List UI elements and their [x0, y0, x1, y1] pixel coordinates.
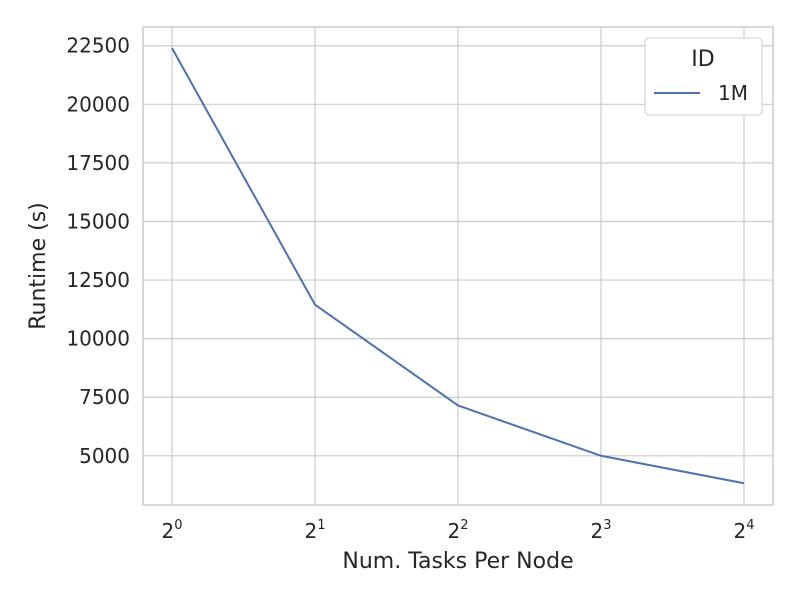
x-tick-label: 22 [447, 518, 468, 543]
y-tick-label: 20000 [66, 92, 130, 116]
x-tick-label: 23 [590, 518, 611, 543]
y-axis-title: Runtime (s) [26, 202, 51, 330]
y-gridlines [143, 45, 773, 457]
x-tick-label: 21 [304, 518, 325, 543]
series-line-1m [171, 47, 745, 485]
legend: ID 1M [644, 37, 763, 116]
y-tick-label: 17500 [66, 151, 130, 175]
y-tick-label: 22500 [66, 34, 130, 58]
x-axis-title: Num. Tasks Per Node [342, 549, 573, 574]
y-tick-label: 7500 [79, 385, 130, 409]
x-tick-labels: 20 21 22 23 24 [161, 518, 754, 543]
x-tick-label: 20 [161, 518, 182, 543]
legend-box [644, 37, 763, 116]
series-layer [171, 47, 745, 485]
y-tick-label: 5000 [79, 444, 130, 468]
y-tick-label: 10000 [66, 327, 130, 351]
y-tick-labels: 5000 7500 10000 12500 15000 17500 20000 22500 [66, 34, 130, 468]
y-tick-label: 12500 [66, 268, 130, 292]
legend-label-1m: 1M [718, 81, 748, 105]
y-tick-label: 15000 [66, 209, 130, 233]
x-tick-label: 24 [733, 518, 754, 543]
legend-title: ID [691, 47, 714, 72]
